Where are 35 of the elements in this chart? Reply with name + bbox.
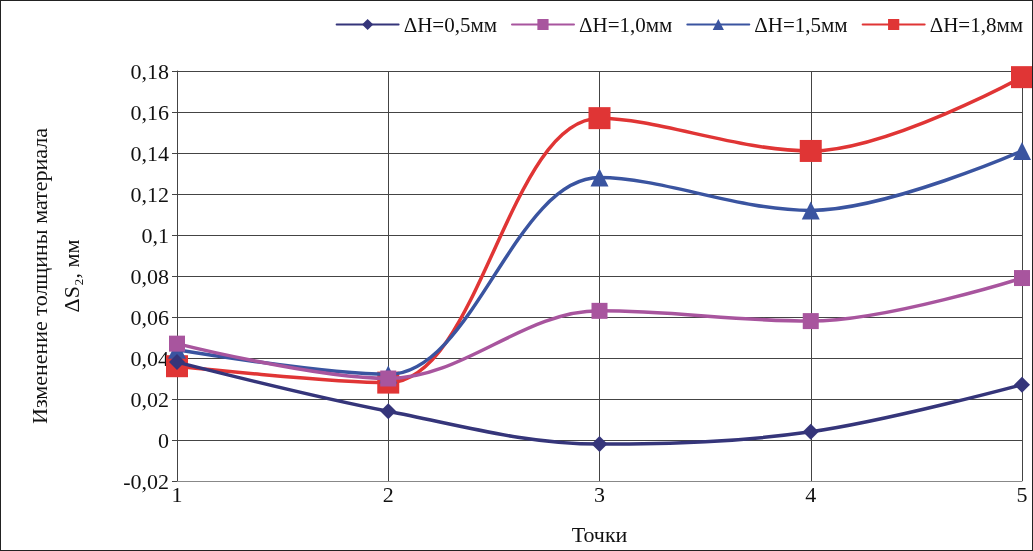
point xyxy=(169,335,185,352)
x-tick-label: 5 xyxy=(1016,481,1028,507)
y-tick-label: 0,1 xyxy=(141,222,169,248)
legend-label: ΔH=0,5мм xyxy=(403,12,497,37)
y-tick-label: 0 xyxy=(158,427,169,453)
x-tick-label: 1 xyxy=(171,481,183,507)
point xyxy=(1014,376,1030,393)
point xyxy=(799,139,822,162)
y-tick-label: 0,18 xyxy=(130,58,169,84)
y-tick-label: -0,02 xyxy=(123,468,169,494)
point xyxy=(801,201,820,220)
point xyxy=(802,423,819,440)
point xyxy=(1011,66,1032,89)
legend-label: ΔH=1,5мм xyxy=(754,12,848,37)
point xyxy=(591,302,608,319)
point xyxy=(590,168,609,187)
point xyxy=(802,313,819,330)
y-tick-label: 0,06 xyxy=(130,304,169,330)
y-tick-label: 0,16 xyxy=(130,99,169,125)
legend-label: ΔH=1,0мм xyxy=(578,12,673,37)
legend-label: ΔH=1,8мм xyxy=(929,12,1023,37)
x-tick-label: 2 xyxy=(382,481,394,507)
point xyxy=(1014,270,1030,287)
y-tick-label: 0,02 xyxy=(130,386,169,412)
x-tick-label: 4 xyxy=(805,481,817,507)
x-tick-label: 3 xyxy=(594,481,605,507)
point xyxy=(380,403,397,420)
point xyxy=(591,436,608,453)
y-tick-label: 0,08 xyxy=(130,263,169,289)
y-axis-title: Изменение толщины материала ΔS₂, мм xyxy=(26,127,84,424)
y-tick-label: 0,14 xyxy=(130,140,169,166)
y-tick-label: 0,12 xyxy=(130,181,169,207)
point xyxy=(1013,141,1031,160)
x-axis-title: Точки xyxy=(571,521,628,547)
point xyxy=(588,107,611,130)
